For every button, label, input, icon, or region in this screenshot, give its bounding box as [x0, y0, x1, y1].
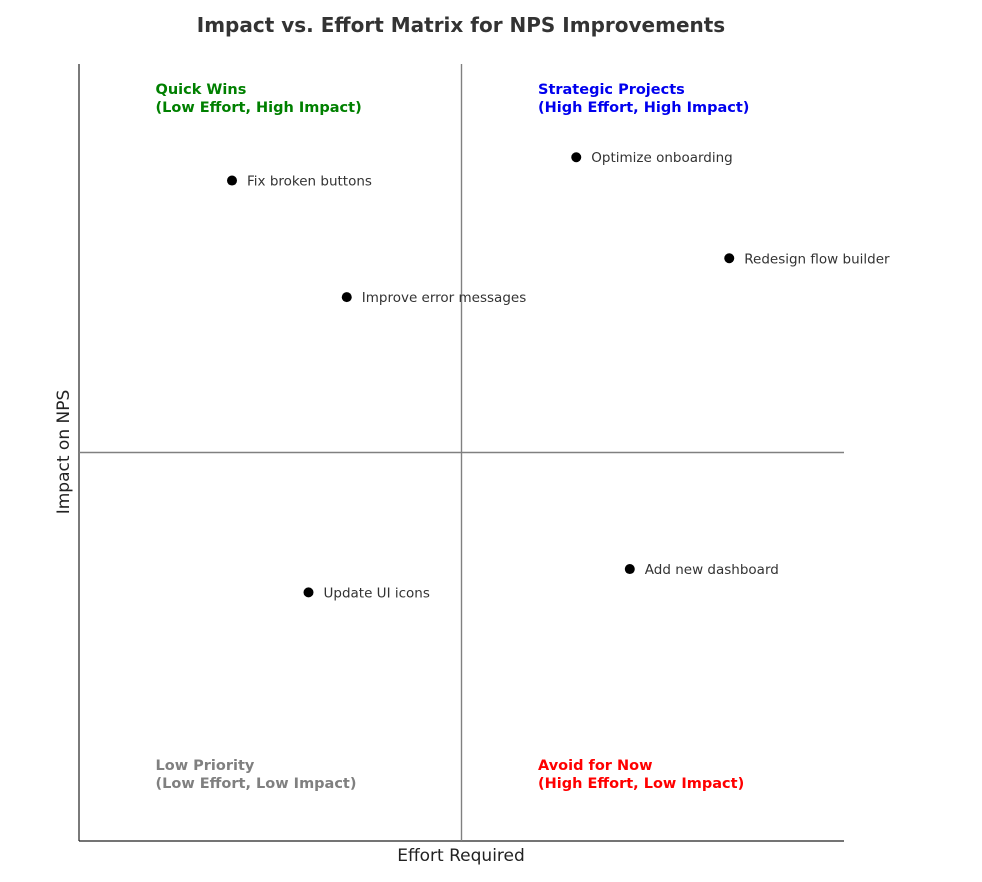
quadrant-label-quick-wins: Quick Wins (Low Effort, High Impact) — [156, 82, 362, 116]
data-point-marker — [227, 175, 237, 186]
data-point-label: Update UI icons — [324, 585, 430, 601]
data-point-marker — [303, 587, 314, 598]
data-points: Fix broken buttons Optimize onboarding Red… — [227, 150, 890, 601]
data-point-marker — [341, 292, 352, 303]
quadrant-label-low-priority: Low Priority (Low Effort, Low Impact) — [156, 758, 357, 792]
data-point-marker — [724, 253, 735, 264]
y-axis-label: Impact on NPS — [54, 390, 74, 515]
quadrant-label-avoid: Avoid for Now (High Effort, Low Impact) — [538, 758, 744, 792]
quadrant-title: Low Priority — [156, 758, 255, 774]
data-point-label: Optimize onboarding — [591, 150, 733, 166]
x-axis-label: Effort Required — [397, 846, 525, 866]
data-point-marker — [624, 564, 635, 575]
quadrant-labels: Quick Wins (Low Effort, High Impact) Strat… — [156, 82, 750, 792]
quadrant-subtitle: (Low Effort, Low Impact) — [156, 776, 357, 792]
chart-title: Impact vs. Effort Matrix for NPS Improve… — [197, 13, 725, 37]
data-point-label: Add new dashboard — [645, 562, 779, 578]
data-point-label: Improve error messages — [362, 290, 526, 306]
data-point-label: Redesign flow builder — [744, 251, 890, 267]
quadrant-subtitle: (High Effort, Low Impact) — [538, 776, 744, 792]
quadrant-title: Strategic Projects — [538, 82, 685, 98]
quadrant-subtitle: (Low Effort, High Impact) — [156, 100, 362, 116]
quadrant-label-strategic: Strategic Projects (High Effort, High Imp… — [538, 82, 749, 116]
quadrant-title: Quick Wins — [156, 82, 247, 98]
data-point-label: Fix broken buttons — [247, 174, 372, 190]
quadrant-title: Avoid for Now — [538, 758, 652, 774]
quadrant-subtitle: (High Effort, High Impact) — [538, 100, 749, 116]
data-point-marker — [571, 152, 582, 163]
